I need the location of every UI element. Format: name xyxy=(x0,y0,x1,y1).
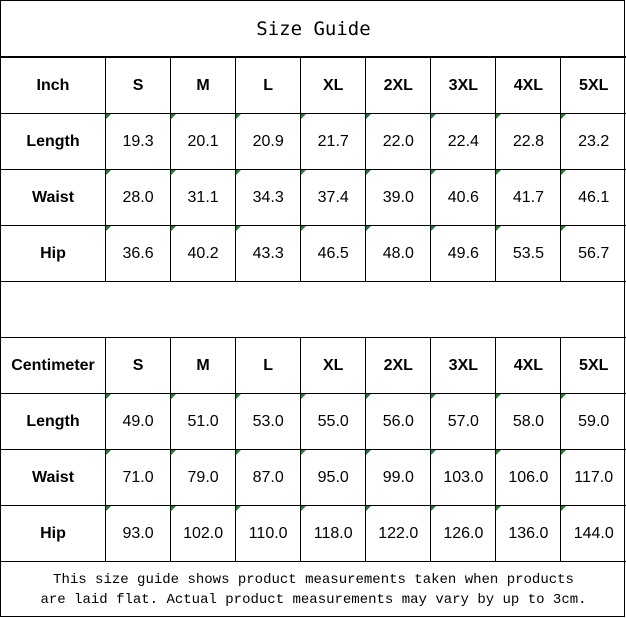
measure-value: 56.0 xyxy=(365,393,432,450)
measure-value: 136.0 xyxy=(495,505,562,562)
measure-label: Length xyxy=(1,393,106,450)
measure-value: 43.3 xyxy=(235,225,302,282)
table-row: Waist 71.0 79.0 87.0 95.0 99.0 103.0 106.0 117.0 xyxy=(1,449,626,506)
measure-label: Waist xyxy=(1,449,106,506)
size-header: L xyxy=(235,57,302,114)
size-header: 2XL xyxy=(365,337,432,394)
measure-value: 48.0 xyxy=(365,225,432,282)
table-row: Hip 93.0 102.0 110.0 118.0 122.0 126.0 136.0 144… xyxy=(1,505,626,562)
size-header: XL xyxy=(300,57,367,114)
measure-value: 21.7 xyxy=(300,113,367,170)
measure-value: 87.0 xyxy=(235,449,302,506)
measure-value: 20.1 xyxy=(170,113,237,170)
measure-value: 39.0 xyxy=(365,169,432,226)
measure-label: Hip xyxy=(1,505,106,562)
inch-table: Inch S M L XL 2XL 3XL 4XL 5XL Length 19.3 20.1 20.9 2… xyxy=(1,57,626,282)
measure-value: 46.5 xyxy=(300,225,367,282)
footer-line-2: are laid flat. Actual product measuremen… xyxy=(40,592,587,608)
measure-value: 22.8 xyxy=(495,113,562,170)
measure-value: 79.0 xyxy=(170,449,237,506)
header-row: Inch S M L XL 2XL 3XL 4XL 5XL xyxy=(1,57,626,114)
measure-value: 34.3 xyxy=(235,169,302,226)
measure-value: 41.7 xyxy=(495,169,562,226)
measure-label: Hip xyxy=(1,225,106,282)
measure-value: 40.6 xyxy=(430,169,497,226)
measure-value: 55.0 xyxy=(300,393,367,450)
unit-header: Inch xyxy=(1,57,106,114)
measure-label: Waist xyxy=(1,169,106,226)
measure-label: Length xyxy=(1,113,106,170)
measure-value: 22.0 xyxy=(365,113,432,170)
measure-value: 71.0 xyxy=(104,449,172,506)
table-row: Length 19.3 20.1 20.9 21.7 22.0 22.4 22.8 23.2 xyxy=(1,113,626,170)
measure-value: 51.0 xyxy=(170,393,237,450)
size-header: L xyxy=(235,337,302,394)
measure-value: 22.4 xyxy=(430,113,497,170)
table-row: Hip 36.6 40.2 43.3 46.5 48.0 49.6 53.5 56.7 xyxy=(1,225,626,282)
size-header: 3XL xyxy=(430,337,497,394)
size-header: 5XL xyxy=(560,337,626,394)
measure-value: 53.5 xyxy=(495,225,562,282)
measure-value: 19.3 xyxy=(104,113,172,170)
measure-value: 53.0 xyxy=(235,393,302,450)
measure-value: 46.1 xyxy=(560,169,626,226)
page-title: Size Guide xyxy=(1,1,626,57)
size-header: 4XL xyxy=(495,57,562,114)
size-header: 3XL xyxy=(430,57,497,114)
table-row: Waist 28.0 31.1 34.3 37.4 39.0 40.6 41.7 46.1 xyxy=(1,169,626,226)
measure-value: 118.0 xyxy=(300,505,367,562)
measure-value: 106.0 xyxy=(495,449,562,506)
size-header: S xyxy=(104,57,172,114)
measure-value: 28.0 xyxy=(104,169,172,226)
measure-value: 144.0 xyxy=(560,505,626,562)
header-row: Centimeter S M L XL 2XL 3XL 4XL 5XL xyxy=(1,337,626,394)
measure-value: 56.7 xyxy=(560,225,626,282)
measure-value: 110.0 xyxy=(235,505,302,562)
measure-value: 103.0 xyxy=(430,449,497,506)
spacer-row xyxy=(1,281,626,337)
footer-note: This size guide shows product measuremen… xyxy=(1,562,626,618)
measure-value: 57.0 xyxy=(430,393,497,450)
measure-value: 58.0 xyxy=(495,393,562,450)
measure-value: 20.9 xyxy=(235,113,302,170)
measure-value: 59.0 xyxy=(560,393,626,450)
size-header: M xyxy=(170,337,237,394)
footer-line-1: This size guide shows product measuremen… xyxy=(53,572,574,588)
centimeter-table: Centimeter S M L XL 2XL 3XL 4XL 5XL Length 49.0 51.… xyxy=(1,337,626,562)
measure-value: 117.0 xyxy=(560,449,626,506)
measure-value: 37.4 xyxy=(300,169,367,226)
size-header: M xyxy=(170,57,237,114)
measure-value: 95.0 xyxy=(300,449,367,506)
measure-value: 40.2 xyxy=(170,225,237,282)
measure-value: 23.2 xyxy=(560,113,626,170)
size-header: 4XL xyxy=(495,337,562,394)
size-header: XL xyxy=(300,337,367,394)
size-header: 2XL xyxy=(365,57,432,114)
measure-value: 49.6 xyxy=(430,225,497,282)
measure-value: 99.0 xyxy=(365,449,432,506)
size-header: S xyxy=(104,337,172,394)
size-header: 5XL xyxy=(560,57,626,114)
measure-value: 122.0 xyxy=(365,505,432,562)
measure-value: 93.0 xyxy=(104,505,172,562)
measure-value: 36.6 xyxy=(104,225,172,282)
measure-value: 102.0 xyxy=(170,505,237,562)
unit-header: Centimeter xyxy=(1,337,106,394)
measure-value: 31.1 xyxy=(170,169,237,226)
measure-value: 126.0 xyxy=(430,505,497,562)
table-row: Length 49.0 51.0 53.0 55.0 56.0 57.0 58.0 59.0 xyxy=(1,393,626,450)
measure-value: 49.0 xyxy=(104,393,172,450)
